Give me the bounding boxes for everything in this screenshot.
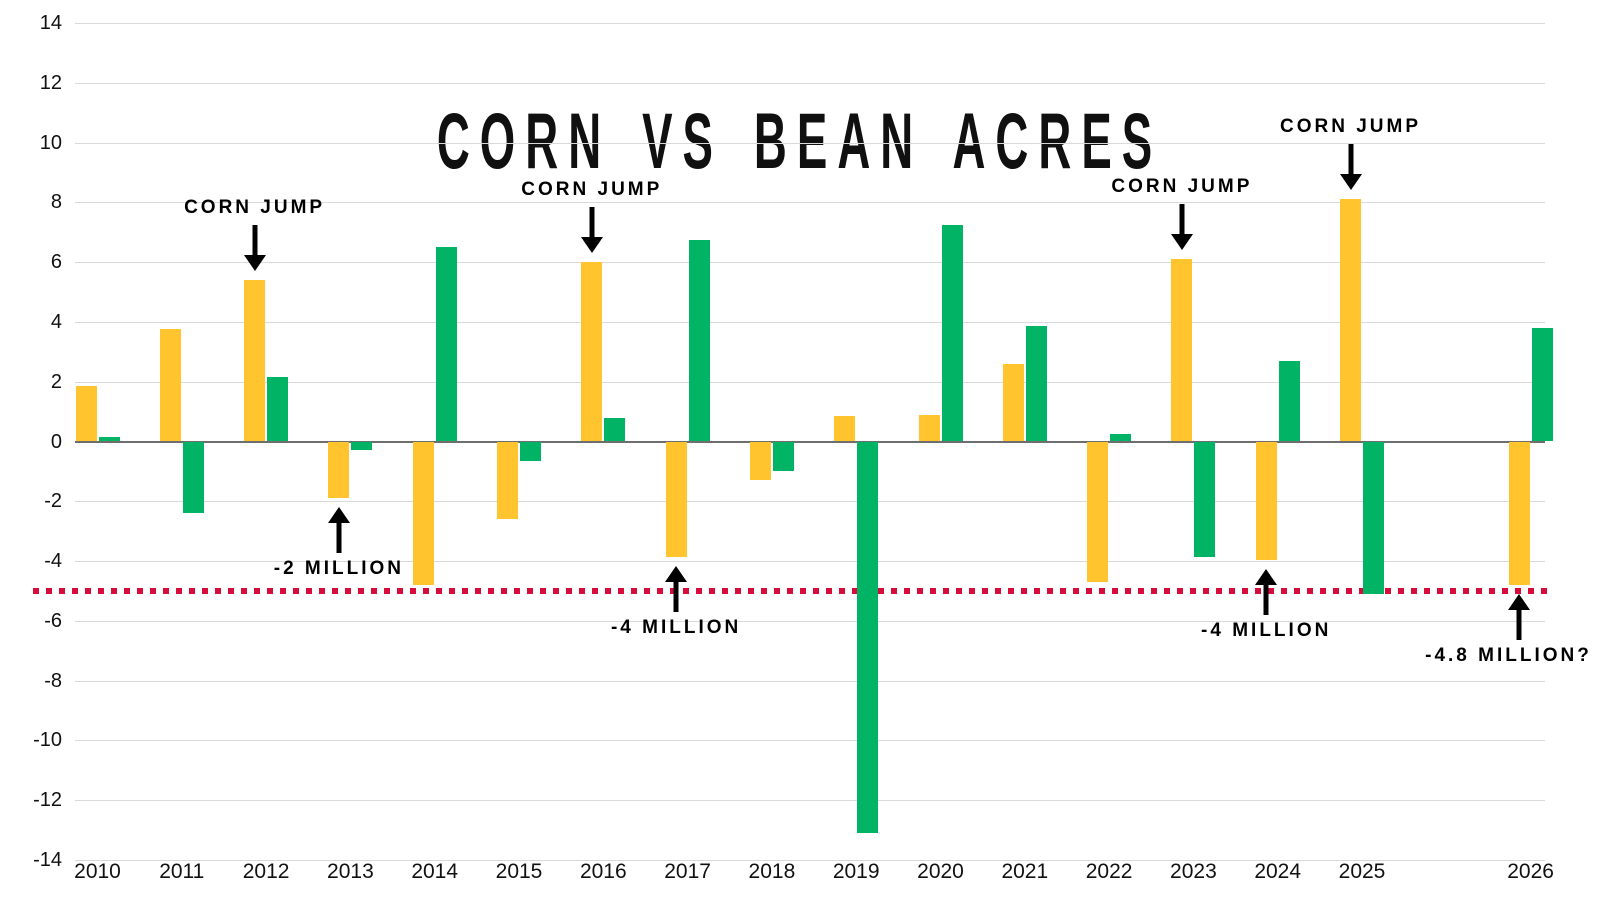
bar-corn-2016 xyxy=(581,262,603,442)
bar-beans-2018 xyxy=(772,441,794,472)
y-tick-label: -8 xyxy=(44,669,62,692)
gridline xyxy=(75,561,1545,563)
arrow-down-icon xyxy=(1339,144,1362,191)
x-axis-label-2020: 2020 xyxy=(917,860,964,883)
arrow-down-icon xyxy=(1170,204,1193,251)
bar-corn-2012 xyxy=(244,280,266,442)
bar-corn-2021 xyxy=(1002,363,1024,442)
y-tick-label: 12 xyxy=(39,71,62,94)
x-axis-label-2014: 2014 xyxy=(411,860,459,883)
gridline xyxy=(75,680,1545,682)
x-axis-label-2016: 2016 xyxy=(579,860,627,883)
bar-beans-2022 xyxy=(1110,434,1132,442)
bar-corn-2015 xyxy=(497,441,518,520)
y-tick-label: 2 xyxy=(50,370,62,393)
zero-axis-line xyxy=(75,440,1545,443)
y-tick-label: -6 xyxy=(44,609,62,632)
reference-dotted-line xyxy=(33,587,1553,594)
x-axis-label-2015: 2015 xyxy=(495,860,543,883)
annotation-corn-jump-2025: CORN JUMP xyxy=(1279,116,1422,138)
x-axis-label-2021: 2021 xyxy=(1001,860,1049,883)
bar-corn-2023 xyxy=(1171,259,1193,442)
annotation-corn-jump-2016: CORN JUMP xyxy=(521,179,663,201)
bar-corn-2017 xyxy=(665,441,687,557)
bar-beans-2012 xyxy=(267,377,289,442)
x-axis-label-2025: 2025 xyxy=(1338,860,1386,883)
annotation-corn-jump-2012: CORN JUMP xyxy=(184,197,326,219)
bar-corn-2024 xyxy=(1255,441,1277,560)
bar-beans-2017 xyxy=(688,239,710,442)
gridline xyxy=(75,860,1545,861)
y-tick-label: 0 xyxy=(50,430,62,453)
gridline xyxy=(75,142,1545,144)
x-axis-label-2026: 2026 xyxy=(1507,860,1554,883)
x-axis-label-2010: 2010 xyxy=(74,860,121,883)
bar-beans-2024 xyxy=(1278,360,1300,442)
y-tick-label: 10 xyxy=(39,131,62,154)
bar-corn-2014 xyxy=(412,441,434,585)
x-axis-label-2022: 2022 xyxy=(1085,860,1133,883)
gridline xyxy=(75,321,1545,323)
gridline xyxy=(75,800,1545,802)
bar-beans-2014 xyxy=(435,247,457,442)
y-tick-label: 6 xyxy=(50,251,62,274)
bar-beans-2020 xyxy=(941,224,963,442)
gridline xyxy=(75,262,1545,264)
bar-beans-2013 xyxy=(351,441,373,451)
x-axis-label-2019: 2019 xyxy=(832,860,880,883)
arrow-down-icon xyxy=(580,207,603,254)
bar-beans-2021 xyxy=(1025,326,1047,442)
gridline xyxy=(75,23,1545,24)
y-tick-label: -2 xyxy=(44,490,62,513)
x-axis-label-2024: 2024 xyxy=(1254,860,1302,883)
y-tick-label: -12 xyxy=(33,789,62,812)
bar-corn-2018 xyxy=(749,441,771,481)
bar-corn-2013 xyxy=(328,441,350,499)
bar-beans-2011 xyxy=(182,441,204,514)
bar-corn-2026 xyxy=(1508,441,1530,585)
y-tick-label: 8 xyxy=(50,191,62,214)
bar-beans-2016 xyxy=(604,417,626,442)
annotation-4-8-million-2026: -4.8 MILLION? xyxy=(1425,644,1592,666)
bar-beans-2025 xyxy=(1363,441,1384,594)
annotation-corn-jump-2023: CORN JUMP xyxy=(1111,176,1253,198)
x-axis-label-2013: 2013 xyxy=(327,860,374,883)
y-tick-label: 14 xyxy=(39,12,62,34)
annotation-4-million-2024: -4 MILLION xyxy=(1201,619,1332,641)
gridline xyxy=(75,202,1545,204)
x-axis-label-2017: 2017 xyxy=(664,860,711,883)
bar-corn-2025 xyxy=(1340,199,1361,442)
bar-corn-2010 xyxy=(75,386,97,442)
arrow-up-icon xyxy=(665,565,688,612)
arrow-up-icon xyxy=(327,507,350,554)
gridline xyxy=(75,501,1545,503)
arrow-up-icon xyxy=(1255,568,1278,615)
arrow-down-icon xyxy=(243,225,266,272)
bar-corn-2022 xyxy=(1087,441,1109,582)
gridline xyxy=(75,82,1545,84)
gridline xyxy=(75,620,1545,622)
x-axis-label-2011: 2011 xyxy=(159,860,205,883)
bar-corn-2020 xyxy=(918,414,940,442)
y-tick-label: -4 xyxy=(44,550,62,573)
bar-beans-2015 xyxy=(520,441,541,461)
bar-beans-2019 xyxy=(857,441,879,834)
x-axis-label-2018: 2018 xyxy=(748,860,796,883)
gridline xyxy=(75,740,1545,742)
bar-corn-2011 xyxy=(159,329,181,442)
annotation-2-million-2013: -2 MILLION xyxy=(273,558,405,580)
arrow-up-icon xyxy=(1508,593,1531,640)
bar-beans-2026 xyxy=(1531,327,1553,442)
y-tick-label: -10 xyxy=(33,729,62,752)
y-tick-label: 4 xyxy=(50,310,62,333)
x-axis-label-2012: 2012 xyxy=(242,860,290,883)
bar-beans-2023 xyxy=(1194,441,1216,557)
bar-corn-2019 xyxy=(834,416,856,442)
y-tick-label: -14 xyxy=(33,849,62,871)
gridline xyxy=(75,381,1545,383)
x-axis-label-2023: 2023 xyxy=(1170,860,1217,883)
annotation-4-million-2017: -4 MILLION xyxy=(610,616,742,638)
bar-beans-2010 xyxy=(98,437,120,442)
